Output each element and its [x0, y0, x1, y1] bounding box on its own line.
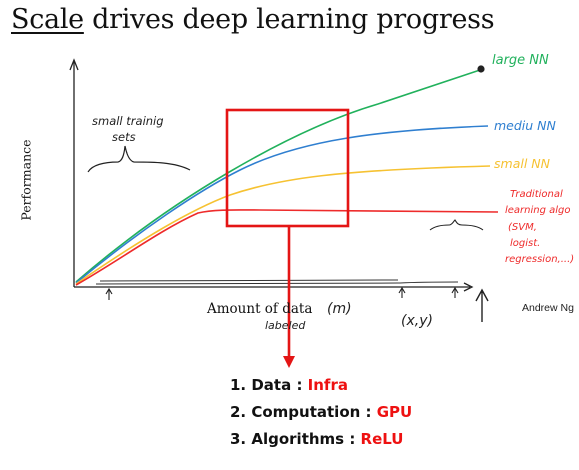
- traditional-brace: [429, 219, 484, 231]
- list-item-value: ReLU: [360, 430, 404, 448]
- list-item-label: 2. Computation :: [230, 403, 377, 421]
- m-annotation: (m): [327, 301, 352, 317]
- medium-nn-curve: [75, 125, 489, 284]
- highlight-box: [225, 108, 350, 228]
- traditional-label-line4: logist.: [510, 238, 541, 249]
- small-sets-brace: [87, 145, 191, 173]
- list-item-value: Infra: [307, 376, 348, 394]
- author-credit: Andrew Ng: [522, 302, 574, 314]
- data-range-stroke-2: [99, 279, 399, 282]
- slide-title: Scale drives deep learning progress: [11, 4, 495, 35]
- title-rest: drives deep learning progress: [83, 4, 495, 35]
- y-axis-label: Performance: [18, 139, 34, 221]
- list-item-label: 1. Data :: [230, 376, 308, 394]
- traditional-label-line3: (SVM,: [508, 222, 537, 233]
- list-item: 2. Computation : GPU: [230, 399, 412, 426]
- list-item: 3. Algorithms : ReLU: [230, 426, 412, 453]
- medium-nn-label: mediu NN: [494, 118, 556, 133]
- drivers-list: 1. Data : Infra 2. Computation : GPU 3. …: [230, 372, 412, 453]
- large-nn-curve: [75, 69, 481, 283]
- traditional-label-line2: learning algo: [505, 205, 571, 216]
- list-item-value: GPU: [376, 403, 413, 421]
- xy-annotation: (x,y): [401, 313, 433, 329]
- large-nn-endpoint: [477, 65, 485, 73]
- large-nn-label: large NN: [492, 53, 549, 68]
- small-nn-label: small NN: [494, 156, 550, 171]
- labeled-annotation: labeled: [265, 319, 306, 332]
- x-axis-arrowhead: [463, 282, 474, 292]
- y-axis-arrowhead: [69, 58, 79, 71]
- tick-arrows: [105, 286, 489, 322]
- traditional-curve: [75, 209, 499, 286]
- title-underlined-word: Scale: [11, 4, 84, 35]
- pointer-arrowhead: [283, 356, 295, 368]
- list-item-label: 3. Algorithms :: [230, 430, 361, 448]
- data-range-stroke: [95, 281, 459, 285]
- list-item: 1. Data : Infra: [230, 372, 412, 399]
- x-axis-label: Amount of data: [207, 301, 313, 317]
- small-sets-label-line2: sets: [112, 130, 136, 144]
- traditional-label-line5: regression,...): [505, 254, 575, 265]
- small-nn-curve: [75, 165, 491, 285]
- traditional-label-line1: Traditional: [510, 189, 563, 200]
- small-sets-label-line1: small trainig: [92, 114, 164, 128]
